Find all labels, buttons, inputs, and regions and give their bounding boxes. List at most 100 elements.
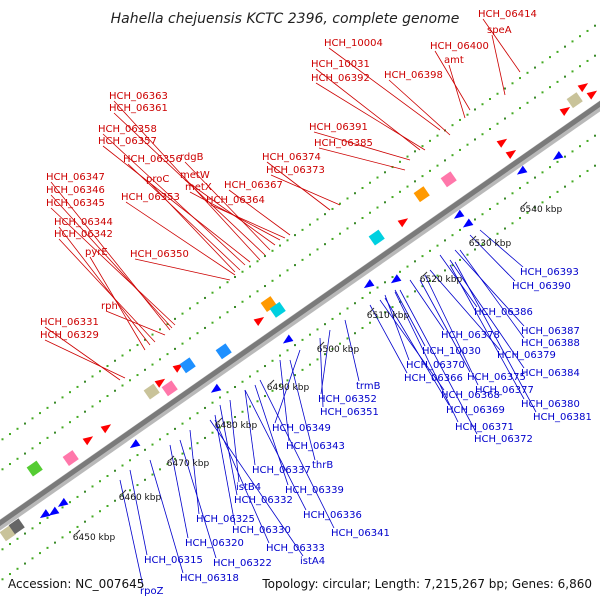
gene-label: HCH_06370: [406, 360, 465, 371]
track-dot: [241, 300, 244, 303]
gene-label: HCH_06364: [206, 195, 265, 206]
forward-gene-arrow: [100, 424, 112, 434]
gene-label: HCH_06336: [303, 510, 362, 521]
reverse-gene-arrow: [390, 274, 402, 284]
track-dot: [549, 166, 551, 169]
track-dot: [166, 353, 169, 356]
track-dot: [481, 213, 484, 216]
track-dot: [151, 473, 154, 476]
gene-label: rph: [101, 301, 118, 312]
track-dot: [496, 232, 499, 235]
track-dot: [549, 56, 551, 59]
track-dot: [196, 302, 199, 305]
track-dot: [361, 216, 364, 219]
gene-label: HCH_06387: [521, 326, 580, 337]
gene-label: HCH_06343: [286, 441, 345, 452]
track-dot: [354, 302, 356, 305]
track-dot: [99, 400, 101, 403]
track-dot: [346, 227, 349, 230]
track-dot: [151, 333, 154, 336]
gene-label: HCH_06315: [144, 555, 203, 566]
track-dot: [159, 438, 161, 441]
track-dot: [159, 328, 161, 331]
track-dot: [219, 426, 221, 429]
gene-label: HCH_06330: [232, 525, 291, 536]
label-connector: [58, 226, 151, 346]
track-dot: [31, 447, 34, 450]
forward-gene-arrow: [505, 149, 517, 159]
track-dot: [571, 40, 574, 43]
track-dot: [181, 312, 184, 315]
gene-block: [161, 380, 178, 397]
track-dot: [174, 457, 176, 460]
reverse-gene-arrow: [39, 509, 51, 519]
track-dot: [331, 317, 334, 320]
gene-label: metW: [180, 170, 210, 181]
track-dot: [69, 421, 71, 424]
track-dot: [309, 333, 311, 336]
gene-label: HCH_06372: [474, 434, 533, 445]
track-dot: [526, 181, 529, 184]
label-connector: [454, 261, 537, 413]
label-connector: [469, 234, 516, 282]
track-dot: [414, 290, 416, 293]
gene-block: [260, 296, 277, 313]
track-dot: [84, 380, 86, 383]
track-dot: [234, 415, 236, 418]
gene-label: istA4: [300, 556, 325, 567]
track-dot: [106, 364, 109, 367]
gene-label: HCH_06339: [285, 485, 344, 496]
reverse-gene-arrow: [57, 497, 69, 507]
track-dot: [384, 281, 386, 284]
track-dot: [24, 562, 26, 565]
tick-mark: [217, 417, 223, 423]
track-dot: [376, 286, 379, 289]
track-dot: [301, 228, 304, 231]
forward-gene-arrow: [253, 317, 265, 327]
scale-ticks: 6450 kbp 6460 kbp 6470 kbp 6480 kbp 6490 kbp…: [73, 201, 562, 543]
gene-label: HCH_06379: [497, 350, 556, 361]
track-dot: [436, 244, 439, 247]
track-dot: [219, 316, 221, 319]
track-dot: [211, 321, 214, 324]
track-dot: [271, 389, 274, 392]
track-dot: [331, 237, 334, 240]
track-dot: [31, 417, 34, 420]
track-dot: [354, 332, 356, 335]
track-dot: [384, 311, 386, 314]
gene-label: HCH_06386: [474, 307, 533, 318]
tick-mark: [522, 201, 528, 207]
track-dot: [496, 202, 499, 205]
track-dot: [534, 66, 536, 69]
label-connector: [379, 299, 445, 391]
label-connector: [127, 163, 241, 271]
track-dot: [114, 499, 116, 502]
label-connector: [179, 439, 217, 559]
label-connector: [149, 459, 184, 574]
reverse-gene-arrow: [48, 506, 60, 516]
track-dot: [369, 291, 371, 294]
track-dot: [466, 143, 469, 146]
gene-label: HCH_06350: [130, 249, 189, 260]
track-dot: [279, 274, 281, 277]
track-dot: [541, 201, 544, 204]
track-dot: [196, 332, 199, 335]
gene-label: HCH_06400: [430, 41, 489, 52]
track-dot: [474, 248, 476, 251]
track-dot: [429, 279, 431, 282]
track-dot: [459, 228, 461, 231]
track-dot: [294, 264, 296, 267]
track-dot: [564, 185, 566, 188]
track-dot: [16, 537, 19, 540]
gene-label: HCH_06414: [478, 9, 537, 20]
track-dot: [189, 447, 191, 450]
gene-block: [215, 343, 232, 360]
gene-label: HCH_06320: [185, 538, 244, 549]
track-dot: [91, 405, 94, 408]
track-dot: [219, 286, 221, 289]
label-connector: [394, 291, 459, 423]
track-dot: [316, 328, 319, 331]
track-dot: [24, 422, 26, 425]
